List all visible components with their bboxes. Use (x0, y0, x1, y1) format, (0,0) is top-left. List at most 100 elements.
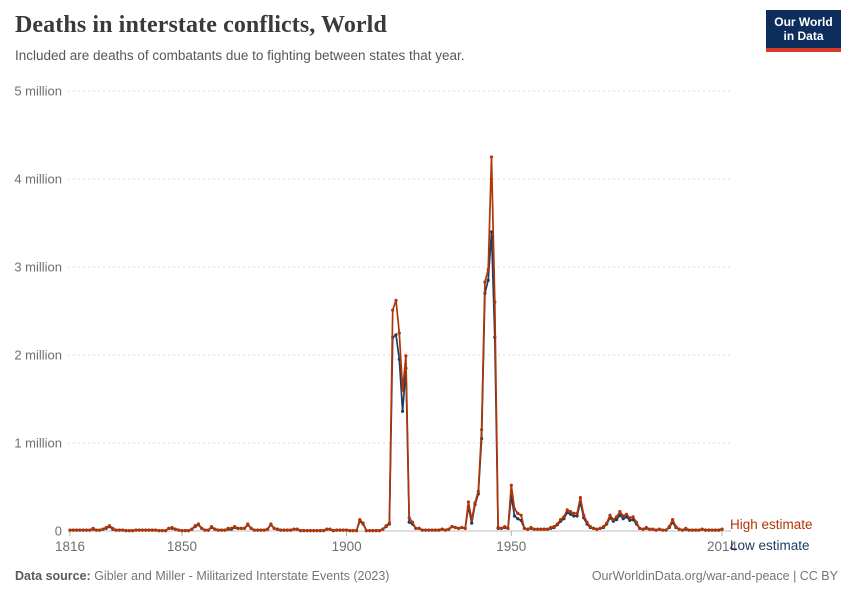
point-high-estimate[interactable] (335, 528, 339, 532)
point-high-estimate[interactable] (186, 529, 191, 533)
point-high-estimate[interactable] (206, 528, 210, 532)
point-high-estimate[interactable] (506, 526, 510, 531)
point-high-estimate[interactable] (127, 529, 131, 533)
point-high-estimate[interactable] (420, 528, 424, 532)
point-high-estimate[interactable] (410, 520, 415, 524)
point-high-estimate[interactable] (338, 528, 342, 532)
point-high-estimate[interactable] (239, 526, 243, 531)
point-high-estimate[interactable] (433, 528, 438, 532)
point-high-estimate[interactable] (279, 528, 283, 532)
point-high-estimate[interactable] (144, 528, 148, 532)
point-high-estimate[interactable] (272, 526, 276, 531)
point-high-estimate[interactable] (111, 526, 115, 531)
point-high-estimate[interactable] (302, 529, 306, 533)
point-high-estimate[interactable] (203, 528, 207, 532)
point-high-estimate[interactable] (78, 528, 82, 532)
point-high-estimate[interactable] (259, 528, 263, 532)
point-high-estimate[interactable] (318, 529, 322, 533)
point-high-estimate[interactable] (648, 527, 652, 531)
point-high-estimate[interactable] (84, 528, 89, 532)
point-high-estimate[interactable] (638, 526, 642, 531)
point-high-estimate[interactable] (605, 521, 609, 525)
point-high-estimate[interactable] (183, 529, 187, 533)
point-high-estimate[interactable] (717, 528, 721, 532)
point-high-estimate[interactable] (671, 518, 675, 522)
point-high-estimate[interactable] (526, 527, 530, 531)
point-high-estimate[interactable] (401, 388, 405, 392)
point-high-estimate[interactable] (509, 483, 513, 487)
point-high-estimate[interactable] (305, 529, 309, 533)
point-high-estimate[interactable] (437, 528, 441, 532)
point-high-estimate[interactable] (677, 527, 681, 531)
point-high-estimate[interactable] (424, 528, 428, 532)
point-high-estimate[interactable] (68, 528, 72, 532)
point-high-estimate[interactable] (615, 515, 619, 519)
point-high-estimate[interactable] (493, 300, 497, 304)
point-high-estimate[interactable] (361, 521, 365, 525)
point-high-estimate[interactable] (559, 518, 563, 522)
point-high-estimate[interactable] (552, 525, 556, 529)
point-high-estimate[interactable] (621, 514, 625, 518)
point-high-estimate[interactable] (661, 528, 665, 532)
point-high-estimate[interactable] (654, 528, 658, 532)
point-high-estimate[interactable] (710, 528, 714, 532)
point-high-estimate[interactable] (167, 526, 171, 531)
point-high-estimate[interactable] (608, 513, 612, 517)
point-low-estimate[interactable] (407, 520, 411, 524)
point-high-estimate[interactable] (371, 529, 375, 533)
point-high-estimate[interactable] (140, 528, 144, 532)
point-high-estimate[interactable] (529, 525, 533, 530)
point-high-estimate[interactable] (644, 525, 648, 530)
series-low-estimate[interactable] (68, 230, 724, 533)
series-high-estimate[interactable] (68, 155, 724, 533)
point-high-estimate[interactable] (460, 525, 464, 530)
point-high-estimate[interactable] (463, 526, 467, 531)
point-high-estimate[interactable] (568, 510, 573, 514)
point-high-estimate[interactable] (430, 528, 434, 532)
point-high-estimate[interactable] (641, 527, 645, 531)
point-high-estimate[interactable] (101, 527, 105, 531)
point-high-estimate[interactable] (519, 513, 523, 517)
point-high-estimate[interactable] (427, 528, 431, 532)
point-high-estimate[interactable] (246, 522, 250, 526)
point-high-estimate[interactable] (289, 528, 293, 532)
point-high-estimate[interactable] (134, 528, 138, 532)
point-high-estimate[interactable] (667, 525, 671, 529)
point-high-estimate[interactable] (592, 526, 596, 531)
line-high-estimate[interactable] (70, 156, 723, 532)
point-high-estimate[interactable] (480, 428, 484, 432)
point-high-estimate[interactable] (75, 528, 79, 532)
point-high-estimate[interactable] (131, 529, 135, 533)
point-low-estimate[interactable] (489, 230, 494, 234)
point-high-estimate[interactable] (219, 528, 224, 532)
point-high-estimate[interactable] (499, 526, 503, 531)
point-high-estimate[interactable] (282, 528, 286, 532)
point-high-estimate[interactable] (242, 526, 247, 531)
point-high-estimate[interactable] (341, 528, 345, 532)
point-high-estimate[interactable] (233, 525, 237, 529)
point-high-estimate[interactable] (322, 529, 326, 533)
point-high-estimate[interactable] (680, 528, 685, 532)
point-high-estimate[interactable] (657, 527, 662, 531)
point-high-estimate[interactable] (88, 528, 92, 532)
point-high-estimate[interactable] (298, 529, 303, 533)
point-high-estimate[interactable] (443, 528, 447, 532)
point-high-estimate[interactable] (71, 528, 75, 532)
point-high-estimate[interactable] (160, 529, 164, 533)
point-high-estimate[interactable] (407, 516, 411, 520)
line-low-estimate[interactable] (70, 230, 723, 532)
point-high-estimate[interactable] (466, 500, 470, 504)
point-high-estimate[interactable] (124, 529, 128, 533)
point-high-estimate[interactable] (634, 520, 639, 524)
point-high-estimate[interactable] (516, 511, 520, 515)
point-high-estimate[interactable] (539, 527, 543, 531)
point-high-estimate[interactable] (532, 527, 536, 531)
point-high-estimate[interactable] (210, 525, 214, 529)
point-high-estimate[interactable] (486, 268, 490, 272)
point-high-estimate[interactable] (503, 525, 507, 529)
point-low-estimate[interactable] (516, 517, 520, 521)
point-high-estimate[interactable] (483, 280, 487, 284)
point-high-estimate[interactable] (694, 528, 698, 532)
point-high-estimate[interactable] (262, 528, 266, 532)
point-high-estimate[interactable] (331, 529, 335, 533)
